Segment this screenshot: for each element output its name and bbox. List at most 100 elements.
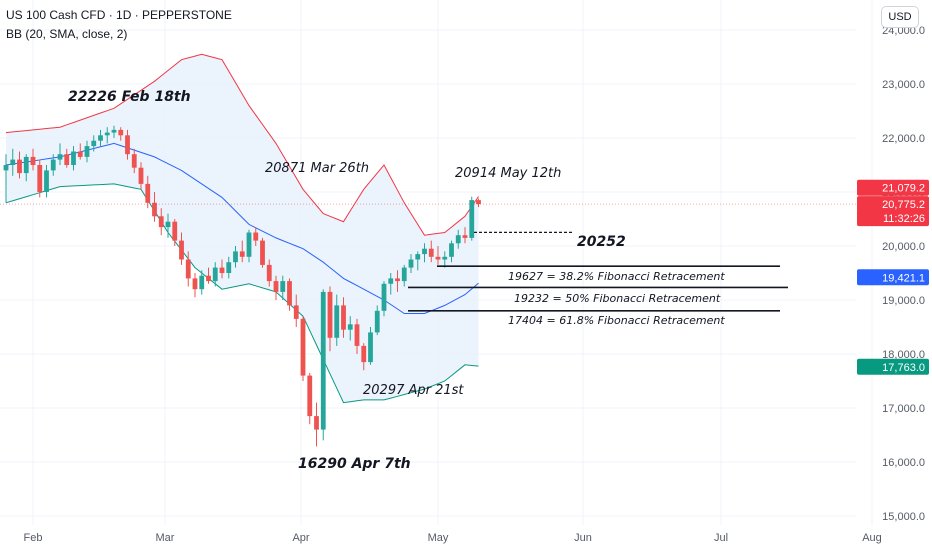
candle <box>104 127 110 144</box>
candle <box>158 208 164 236</box>
x-tick-label: Feb <box>24 532 43 544</box>
candle <box>212 262 218 287</box>
annotation-label: 17404 = 61.8% Fibonacci Retracement <box>508 314 725 327</box>
band-fill <box>6 54 479 403</box>
candle-body <box>314 416 319 430</box>
candle-body <box>158 216 164 228</box>
candle <box>300 316 306 381</box>
candle <box>71 146 76 171</box>
currency-button[interactable]: USD <box>881 6 919 28</box>
candle-body <box>341 305 346 330</box>
candle-body <box>165 221 171 228</box>
symbol-title[interactable]: US 100 Cash CFD · 1D · PEPPERSTONE <box>6 8 232 22</box>
candle-body <box>64 154 70 165</box>
candle <box>233 246 238 268</box>
candle <box>388 273 394 295</box>
candle <box>98 129 103 147</box>
candle <box>206 267 211 284</box>
price-tag-bg <box>857 179 929 196</box>
x-tick-label: Aug <box>862 532 882 544</box>
candle-body <box>334 305 340 338</box>
price-tag-bg <box>857 269 929 286</box>
candle-body <box>71 151 76 165</box>
candle <box>327 286 333 352</box>
candle <box>449 240 454 263</box>
candle-body <box>212 267 218 282</box>
candle <box>246 229 252 263</box>
candle <box>253 227 259 246</box>
candle-body <box>246 232 252 257</box>
candle-body <box>280 281 286 292</box>
candle <box>408 254 414 273</box>
candle <box>260 237 265 268</box>
candle <box>422 243 427 263</box>
candle-body <box>192 278 198 290</box>
candle <box>131 148 137 174</box>
candle-body <box>104 132 110 136</box>
candle-body <box>239 251 245 257</box>
candle-body <box>253 232 259 241</box>
candle-body <box>395 278 400 282</box>
candle <box>10 148 16 176</box>
lower-band-line <box>5 183 479 404</box>
candle <box>185 251 191 287</box>
annotation-label: 20914 May 12th <box>455 166 561 181</box>
candle-body <box>98 135 103 141</box>
y-tick-label: 20,000.0 <box>882 241 925 253</box>
price-tag: 20,775.2 <box>857 196 929 213</box>
candle <box>30 148 36 171</box>
candle <box>152 192 157 222</box>
candle <box>179 232 184 265</box>
x-tick-label: Mar <box>156 532 175 544</box>
price-tag-label: 17,763.0 <box>882 362 925 374</box>
candle <box>172 219 178 246</box>
price-axis[interactable]: 15,000.0 16,000.0 17,000.0 18,000.0 19,000.0… <box>857 25 929 523</box>
annotation-label: 20297 Apr 21st <box>363 383 464 398</box>
time-axis[interactable]: Feb Mar Apr May Jun Jul Aug <box>24 532 882 544</box>
candlesticks <box>3 125 481 447</box>
candle <box>442 251 448 268</box>
annotation-label: 22226 Feb 18th <box>68 89 191 105</box>
candle-body <box>422 248 427 255</box>
candle <box>334 294 340 346</box>
price-tag: 21,079.2 <box>857 179 929 196</box>
candle-body <box>381 283 387 311</box>
candle-body <box>125 135 130 155</box>
candle <box>368 327 373 365</box>
candle-body <box>428 248 434 257</box>
candle <box>84 140 90 163</box>
indicator-legend[interactable]: BB (20, SMA, close, 2) <box>6 27 128 41</box>
candle-body <box>266 264 272 282</box>
candle-body <box>469 200 475 238</box>
y-tick-label: 16,000.0 <box>882 457 925 469</box>
candle-body <box>50 159 56 171</box>
price-tag: 17,763.0 <box>857 358 929 375</box>
candle-body <box>152 202 157 217</box>
candle-body <box>172 221 178 241</box>
candle <box>50 154 56 176</box>
candle-body <box>260 240 265 265</box>
candle <box>37 159 43 198</box>
upper-band-line <box>5 53 479 236</box>
y-tick-label: 18,000.0 <box>882 349 925 361</box>
candle-body <box>226 262 232 273</box>
candle-body <box>435 256 441 260</box>
candle-body <box>77 151 83 157</box>
candle <box>138 162 144 190</box>
candle <box>280 275 286 300</box>
y-tick-label: 22,000.0 <box>882 133 925 145</box>
candle <box>428 240 434 263</box>
candle-body <box>374 310 380 333</box>
candle <box>23 154 29 182</box>
candle <box>111 125 117 138</box>
candle <box>199 270 205 295</box>
candle <box>320 289 326 441</box>
candle <box>219 259 225 279</box>
price-tag-bg <box>857 358 929 375</box>
candle <box>125 129 130 160</box>
candle-body <box>287 281 292 306</box>
candle <box>165 213 171 238</box>
candle-body <box>293 305 299 319</box>
candle <box>462 227 468 244</box>
